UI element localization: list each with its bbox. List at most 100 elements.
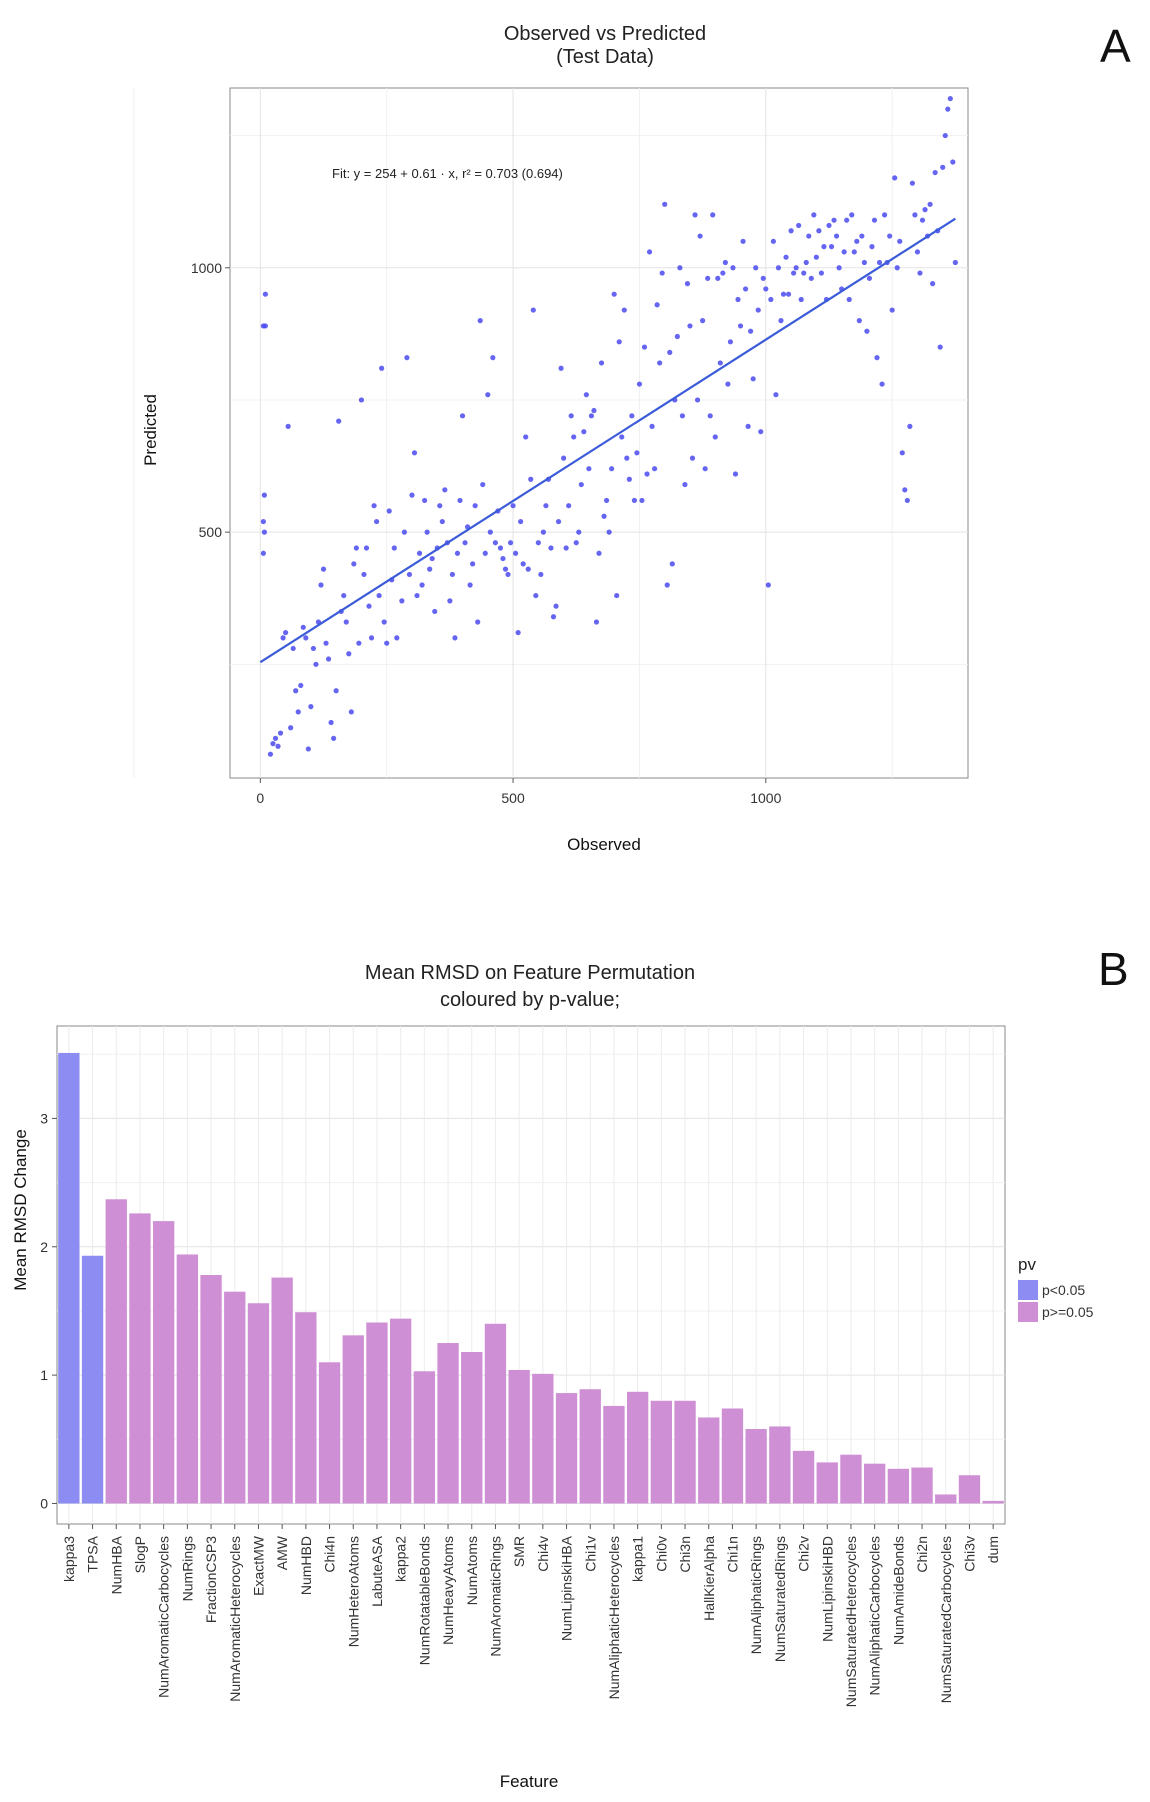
data-point — [922, 207, 928, 213]
bar-NumSaturatedCarbocycles — [935, 1494, 957, 1504]
data-point — [700, 318, 706, 324]
bar-NumAromaticRings — [484, 1323, 507, 1504]
data-point — [725, 381, 731, 387]
data-point — [662, 201, 668, 207]
data-point — [558, 365, 564, 371]
data-point — [689, 455, 696, 461]
data-point — [854, 238, 860, 244]
x-tick-label: NumSaturatedCarbocycles — [938, 1536, 954, 1703]
x-tick-label: NumAliphaticCarbocycles — [867, 1536, 883, 1696]
data-point — [515, 629, 521, 636]
x-tick-label: NumHBD — [298, 1536, 314, 1595]
data-point — [634, 450, 640, 456]
bar-NumAmideBonds — [887, 1468, 910, 1504]
bar-LabuteASA — [366, 1322, 388, 1504]
data-point — [942, 132, 948, 139]
chart-a-plot: Fit: y = 254 + 0.61 · x, r² = 0.703 (0.6… — [133, 87, 969, 806]
chart-b-title: Mean RMSD on Feature Permutation — [365, 962, 695, 984]
data-point — [846, 296, 852, 303]
x-tick-label: NumAtoms — [464, 1536, 480, 1605]
x-tick-label: NumSaturatedHeterocycles — [843, 1536, 859, 1707]
chart-b-plot: 0 1 2 3 kappa3 TPSA NumHBA SlogP NumAromaticCar… — [40, 1025, 1006, 1707]
bar-NumSaturatedRings — [769, 1426, 791, 1504]
x-tick-label: 500 — [501, 790, 525, 806]
x-tick-label: NumAromaticRings — [487, 1536, 503, 1657]
data-point — [945, 106, 951, 112]
data-point — [692, 212, 698, 218]
data-point — [758, 429, 764, 435]
bar-Chi3n — [674, 1400, 696, 1504]
bar-NumRings — [176, 1254, 199, 1504]
bar-SlogP — [129, 1213, 151, 1504]
bar-Chi0v — [650, 1400, 673, 1504]
x-tick-label: 1000 — [750, 790, 781, 806]
data-point — [543, 503, 549, 509]
data-point — [285, 423, 291, 429]
data-point — [702, 466, 708, 472]
data-point — [765, 582, 771, 588]
data-point — [866, 275, 873, 281]
data-point — [856, 318, 862, 324]
x-tick-label: Chi3n — [677, 1536, 693, 1573]
data-point — [780, 291, 787, 297]
data-point — [629, 413, 635, 419]
data-point — [859, 233, 865, 239]
data-point — [561, 455, 567, 461]
data-point — [760, 275, 766, 281]
x-tick-label: dum — [985, 1536, 1001, 1563]
data-point — [277, 730, 284, 736]
x-tick-label: NumHBA — [108, 1535, 124, 1594]
data-point — [391, 545, 397, 551]
data-point — [424, 529, 430, 535]
data-point — [639, 497, 645, 504]
chart-b-x-ticks: kappa3 TPSA NumHBA SlogP NumAromaticCarbocyc… — [61, 1524, 1001, 1707]
x-tick-label: Chi4n — [322, 1536, 338, 1573]
data-point — [310, 645, 317, 652]
data-point — [876, 259, 883, 266]
data-point — [897, 238, 903, 244]
data-point — [667, 349, 673, 355]
data-point — [480, 481, 486, 488]
data-point — [659, 270, 665, 276]
data-point — [366, 603, 372, 609]
data-point — [887, 233, 893, 239]
data-point — [624, 455, 630, 461]
data-point — [566, 503, 572, 509]
data-point — [619, 434, 625, 440]
bar-NumAromaticCarbocycles — [152, 1221, 175, 1504]
data-point — [346, 651, 352, 657]
data-point — [331, 735, 337, 741]
data-point — [871, 217, 878, 223]
data-point — [275, 743, 281, 749]
bar-kappa2 — [389, 1318, 412, 1504]
data-point — [601, 513, 607, 519]
data-point — [778, 318, 784, 324]
data-point — [606, 529, 612, 535]
data-point — [348, 709, 354, 715]
data-point — [507, 540, 514, 546]
data-point — [773, 392, 779, 398]
data-point — [707, 413, 713, 419]
data-point — [593, 619, 600, 625]
data-point — [432, 608, 438, 615]
data-point — [621, 307, 627, 313]
fit-line — [259, 217, 956, 664]
data-point — [697, 233, 703, 239]
bar-Chi2n — [911, 1467, 933, 1504]
data-point — [381, 619, 387, 625]
data-point — [631, 497, 637, 504]
data-point — [540, 529, 546, 535]
legend-title: pv — [1018, 1255, 1036, 1274]
bar-kappa1 — [626, 1391, 649, 1504]
bar-FractionCSP3 — [200, 1275, 222, 1504]
legend-label-p-lt-005: p<0.05 — [1042, 1282, 1085, 1298]
bar-HallKierAlpha — [698, 1417, 720, 1504]
data-point — [261, 529, 267, 535]
data-point — [363, 545, 370, 551]
x-tick-label: Chi4v — [535, 1536, 551, 1572]
data-point — [429, 555, 435, 562]
bar-Chi3v — [958, 1475, 981, 1504]
data-point — [535, 540, 541, 546]
data-point — [293, 688, 299, 694]
data-point — [288, 725, 294, 731]
